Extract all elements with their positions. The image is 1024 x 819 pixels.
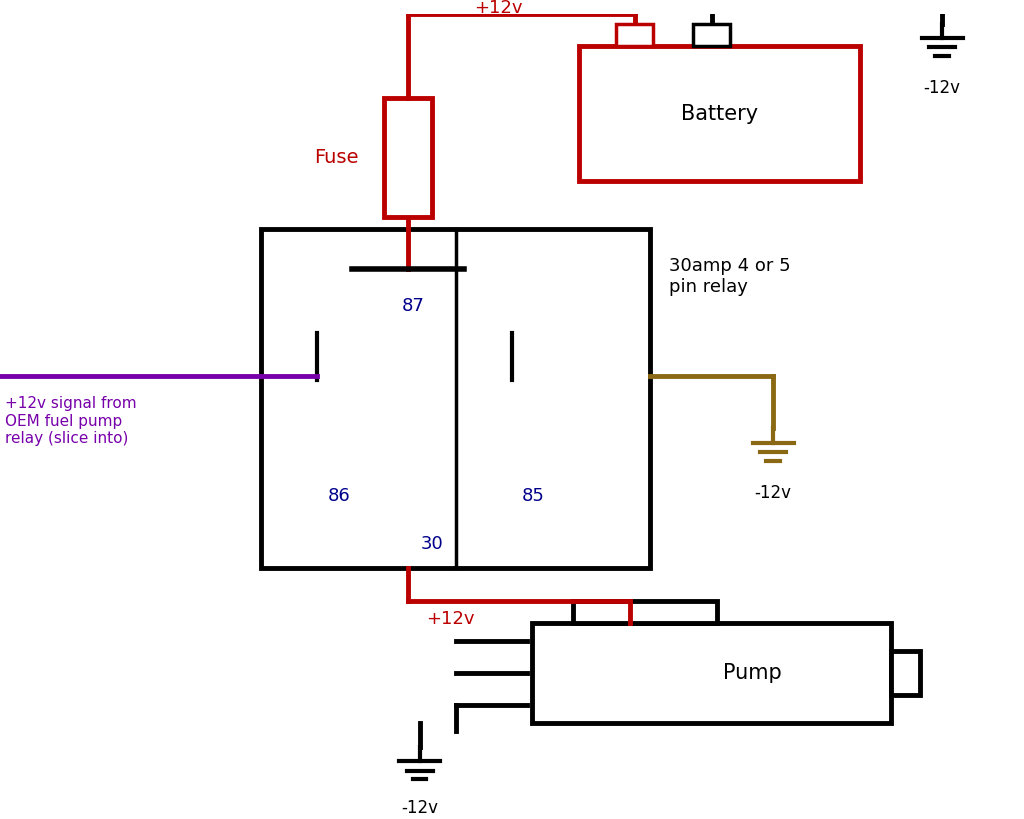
Text: 86: 86 — [328, 486, 350, 505]
Text: 30amp 4 or 5
pin relay: 30amp 4 or 5 pin relay — [669, 257, 791, 296]
Text: 85: 85 — [522, 486, 545, 505]
Bar — [384, 97, 432, 217]
Text: +12v: +12v — [426, 610, 475, 628]
Text: Battery: Battery — [681, 103, 758, 124]
Text: +12v signal from
OEM fuel pump
relay (slice into): +12v signal from OEM fuel pump relay (sl… — [5, 396, 137, 446]
Text: Pump: Pump — [723, 663, 782, 683]
Text: Fuse: Fuse — [314, 148, 358, 167]
Text: 87: 87 — [401, 296, 425, 314]
Text: +12v: +12v — [474, 0, 523, 16]
Text: -12v: -12v — [401, 799, 438, 817]
Text: -12v: -12v — [924, 79, 961, 97]
Bar — [693, 24, 730, 46]
Bar — [579, 46, 860, 181]
Bar — [532, 623, 891, 723]
Bar — [891, 651, 920, 695]
Bar — [261, 229, 650, 568]
Text: -12v: -12v — [755, 484, 792, 502]
Bar — [573, 601, 717, 623]
Bar — [616, 24, 653, 46]
Text: 30: 30 — [420, 535, 443, 553]
